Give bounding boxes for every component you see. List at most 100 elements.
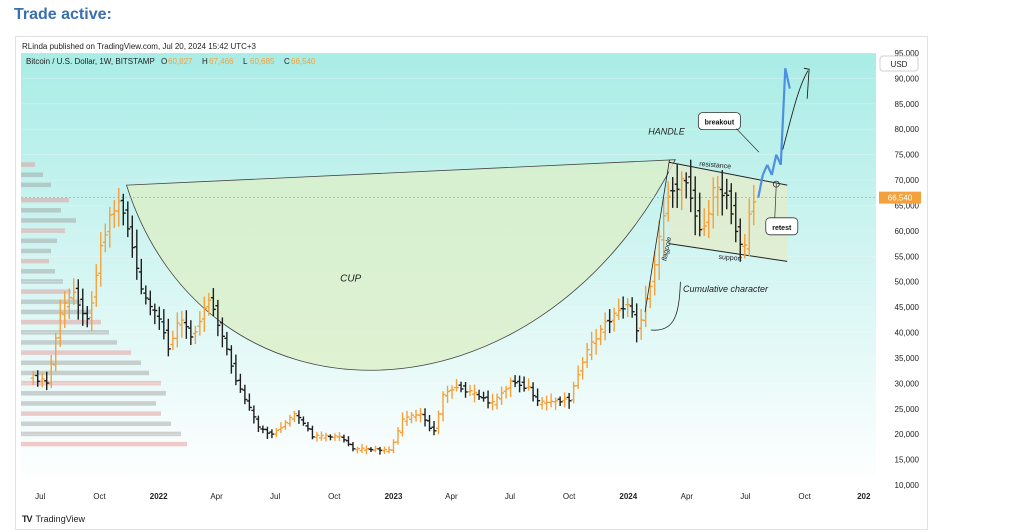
candle — [562, 392, 568, 408]
candle — [93, 264, 99, 307]
candle — [143, 285, 149, 305]
footer[interactable]: TV TradingView — [22, 514, 85, 524]
y-tick-label: 20,000 — [895, 430, 920, 439]
candle — [656, 220, 662, 280]
projection-segment — [770, 154, 778, 176]
candle — [449, 385, 455, 399]
y-tick-label: 70,000 — [895, 176, 920, 185]
candle — [557, 396, 563, 407]
candle — [409, 412, 415, 424]
volume-bar — [21, 258, 49, 264]
candle — [102, 223, 108, 253]
candle — [715, 175, 721, 217]
candle — [629, 297, 635, 318]
resistance-line — [668, 161, 788, 186]
volume-bar — [21, 279, 63, 284]
candle — [152, 303, 158, 325]
candle — [512, 375, 518, 388]
candle — [395, 426, 401, 445]
x-tick-label: 202 — [857, 492, 871, 501]
candle — [476, 389, 482, 400]
candle — [503, 385, 509, 399]
x-tick-label: Apr — [210, 492, 223, 501]
candle — [598, 325, 604, 346]
candle — [530, 382, 536, 402]
candle — [188, 320, 194, 345]
volume-bar — [21, 431, 181, 437]
candle — [359, 443, 365, 453]
candle — [742, 233, 748, 259]
ohlc-open-value: 60,827 — [168, 57, 193, 66]
candle — [71, 278, 77, 305]
x-tick-label: Oct — [798, 492, 811, 501]
time-axis[interactable]: Jul Oct 2022 Apr Jul Oct 2023 Apr Jul Oct 2024 Apr J… — [35, 492, 871, 501]
candle — [381, 446, 387, 454]
projection-segment — [761, 164, 769, 176]
publisher-line: RLinda published on TradingView.com, Jul… — [22, 42, 257, 51]
currency-button[interactable]: USD — [879, 55, 919, 72]
breakout-label: breakout — [705, 120, 735, 127]
candle — [575, 365, 581, 389]
volume-bar — [21, 289, 71, 294]
candle — [291, 410, 297, 423]
candle — [273, 427, 279, 438]
projection-segment — [784, 68, 791, 89]
projection-segment — [757, 174, 764, 198]
candle — [517, 375, 523, 393]
projection-segment — [779, 68, 787, 165]
x-tick-label: Jul — [740, 492, 750, 501]
tradingview-logo-icon: TV — [22, 514, 32, 524]
candle — [647, 280, 653, 309]
handle-channel-area — [668, 162, 788, 262]
candle — [737, 218, 743, 262]
candle — [341, 434, 347, 443]
volume-bar — [21, 401, 156, 406]
candle — [620, 296, 626, 319]
candle — [120, 193, 126, 226]
price-chart[interactable]: CUP HANDLE resistance support flagpole Cumula… — [16, 37, 927, 529]
volume-bar — [21, 248, 51, 254]
candle — [278, 422, 284, 434]
candle — [683, 172, 689, 199]
candle — [602, 312, 608, 341]
candle — [192, 325, 198, 344]
candle — [728, 183, 734, 225]
candle — [174, 312, 180, 348]
volume-profile — [21, 162, 187, 447]
candle — [584, 342, 590, 368]
candle — [125, 201, 131, 238]
candle — [625, 298, 631, 318]
candle — [445, 385, 451, 404]
candle — [607, 309, 613, 334]
candle — [521, 376, 527, 392]
x-tick-label: Oct — [93, 492, 106, 501]
y-tick-label: 25,000 — [895, 405, 920, 414]
handle-label: HANDLE — [648, 126, 686, 136]
x-tick-label: Oct — [563, 492, 576, 501]
candle — [116, 188, 122, 227]
x-tick-label: Apr — [445, 492, 458, 501]
candle — [84, 306, 90, 328]
candle — [427, 415, 433, 432]
volume-bar — [21, 330, 109, 335]
candle — [454, 378, 460, 392]
ohlc-readout: O 60,827 H 67,466 L 60,685 C 66,540 — [161, 57, 316, 66]
y-tick-label: 45,000 — [895, 303, 920, 312]
y-tick-label: 15,000 — [895, 456, 920, 465]
x-tick-label: Jul — [505, 492, 515, 501]
flagpole-arrow — [644, 159, 670, 313]
candle — [553, 397, 559, 410]
y-tick-label: 30,000 — [895, 379, 920, 388]
volume-bar — [21, 370, 149, 376]
candle — [210, 288, 216, 317]
volume-bar — [21, 269, 55, 274]
candle — [48, 354, 54, 389]
volume-bar — [21, 238, 57, 244]
support-line — [668, 243, 788, 262]
candle — [57, 299, 63, 347]
price-axis[interactable]: 10,000 15,000 20,000 25,000 30,000 35,000 40,0… — [895, 49, 920, 490]
cumulative-arrow — [650, 281, 681, 331]
y-tick-label: 55,000 — [895, 252, 920, 261]
candle — [490, 393, 496, 411]
resistance-label: resistance — [699, 161, 731, 171]
